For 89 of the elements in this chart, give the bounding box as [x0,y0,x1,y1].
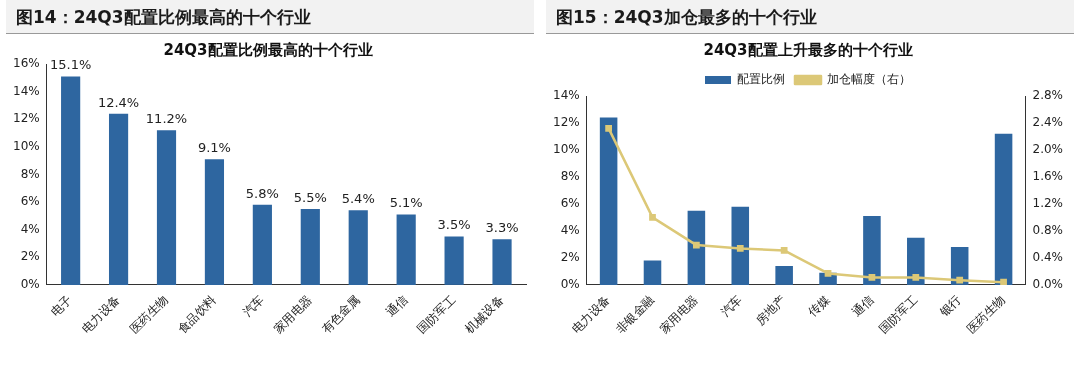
y2-tick-label: 2.4% [1032,115,1064,130]
data-label: 12.4% [97,94,140,110]
y-tick-label: 14% [13,83,40,98]
y-tick-label: 14% [553,88,580,103]
y-tick-label: 12% [13,111,40,126]
x-tick-label: 食品饮料 [174,292,219,337]
x-tick-label: 家用电器 [656,292,701,337]
x-tick-label: 汽车 [717,292,745,320]
bar [994,133,1013,285]
data-label: 11.2% [145,111,188,127]
x-tick-label: 有色金属 [318,292,363,337]
y-tick-label: 4% [20,221,40,236]
y-tick-label: 6% [560,196,580,211]
point [649,214,656,221]
bar [643,260,662,285]
chart-title: 图14：24Q3配置比例最高的十个行业 [6,0,534,34]
point [956,276,964,284]
y2-tick-label: 0.4% [1032,250,1064,265]
y-tick-label: 10% [553,142,580,157]
y-tick-label: 2% [20,249,40,264]
data-label: 5.1% [389,195,423,211]
bar [599,117,618,285]
x-tick-label: 国防军工 [414,292,459,337]
bar [775,265,793,285]
point [736,245,744,252]
x-tick-label: 机械设备 [462,292,507,337]
bar [687,210,706,285]
x-tick-label: 医药生物 [126,292,171,337]
bar [61,76,81,285]
data-label: 15.1% [49,57,92,73]
x-tick-label: 电子 [48,292,75,320]
bar [863,216,881,285]
y-tick-label: 16% [13,56,40,71]
x-tick-label: 汽车 [239,292,267,320]
point [605,125,612,132]
chart-title: 图15：24Q3加仓最多的十个行业 [546,0,1074,34]
x-tick-label: 国防军工 [876,292,921,337]
x-tick-label: 非银金融 [612,292,657,337]
data-label: 5.5% [293,189,327,205]
bar [348,210,368,285]
x-tick-label: 银行 [936,292,965,320]
point [912,274,920,281]
x-tick-label: 家用电器 [270,292,315,337]
y-tick-label: 0% [560,277,580,291]
legend-label: 加仓幅度（右） [827,72,911,87]
data-label: 5.8% [245,185,279,201]
y-tick-label: 6% [20,194,40,209]
x-tick-label: 传媒 [805,292,833,320]
legend-label: 配置比例 [737,72,785,87]
x-tick-label: 医药生物 [964,292,1008,337]
data-label: 5.4% [341,191,375,207]
bar [492,239,512,285]
y-tick-label: 12% [553,115,580,130]
y2-tick-label: 0.0% [1032,277,1064,291]
data-label: 3.3% [485,220,519,236]
y-tick-label: 2% [560,250,580,265]
x-tick-label: 电力设备 [79,292,123,337]
y-tick-label: 0% [20,277,40,291]
point [824,270,832,277]
bar [252,204,272,285]
bar [731,206,750,285]
chart-subtitle: 24Q3配置上升最多的十个行业 [703,40,913,59]
x-tick-label: 电力设备 [569,292,613,337]
point [693,241,700,249]
y-tick-label: 10% [13,138,40,153]
y2-tick-label: 0.8% [1032,223,1064,238]
bar [907,237,925,285]
bar [156,130,177,285]
y-tick-label: 8% [20,166,40,181]
data-label: 9.1% [197,140,231,156]
point [780,247,788,254]
y-tick-label: 8% [560,169,580,184]
y2-tick-label: 1.6% [1032,169,1064,184]
bar [300,208,320,285]
bar [396,214,416,285]
y2-tick-label: 2.0% [1032,142,1064,157]
y-tick-label: 4% [560,223,580,238]
bar [108,113,129,285]
y2-tick-label: 2.8% [1032,88,1064,103]
x-tick-label: 通信 [383,292,411,320]
y2-tick-label: 1.2% [1032,196,1064,211]
bar [444,236,464,285]
chart-subtitle: 24Q3配置比例最高的十个行业 [163,40,373,59]
x-tick-label: 房地产 [753,292,789,328]
point [868,274,876,281]
x-tick-label: 通信 [849,292,877,320]
point [1000,278,1007,285]
data-label: 3.5% [437,217,471,233]
bar [204,159,225,285]
